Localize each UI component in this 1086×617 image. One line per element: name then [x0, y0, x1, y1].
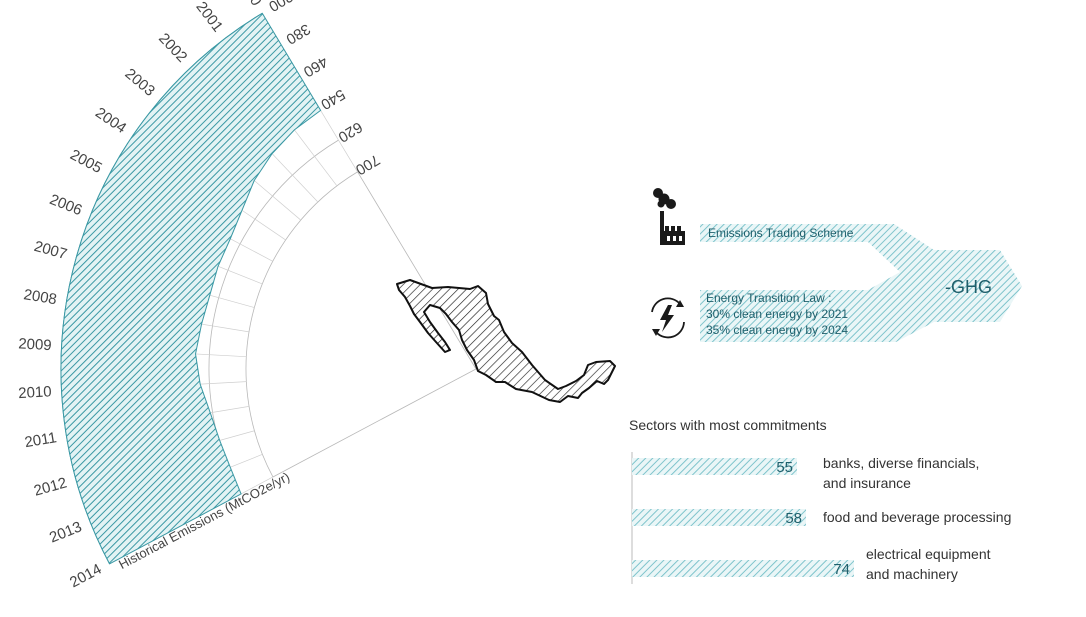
year-label: 2014	[67, 561, 104, 592]
radial-grid-arc	[245, 171, 358, 478]
emissions-area	[60, 12, 322, 565]
sectors-bar-chart: Sectors with most commitments 55 banks, d…	[629, 417, 1011, 584]
bar-value-label: 74	[833, 561, 850, 578]
radial-tick-label: 700	[352, 151, 382, 178]
year-label: 2004	[92, 104, 129, 137]
energy-transition-label-2: 30% clean energy by 2021	[706, 307, 848, 321]
bar-category-label: food and beverage processing	[823, 509, 1011, 525]
year-label: 2003	[122, 65, 158, 100]
energy-transition-label-3: 35% clean energy by 2024	[706, 323, 848, 337]
sectors-chart-title: Sectors with most commitments	[629, 417, 827, 433]
mexico-map-icon	[396, 279, 616, 403]
year-label: 2011	[23, 429, 58, 451]
year-label: 2010	[18, 383, 52, 402]
policy-flow: Emissions Trading Scheme Energy Transiti…	[651, 188, 1022, 342]
year-label: 2012	[32, 474, 69, 499]
radial-wedge-edge	[357, 171, 477, 370]
radial-tick-label: 300	[266, 0, 296, 15]
year-label: 2002	[155, 30, 190, 66]
energy-cycle-icon	[651, 297, 685, 339]
ghg-reduction-label: -GHG	[945, 277, 992, 297]
bar	[632, 560, 854, 577]
year-label: 2009	[18, 335, 52, 354]
radial-tick-label: 380	[283, 20, 313, 47]
bar-category-label: and insurance	[823, 475, 911, 491]
bar	[632, 458, 797, 475]
year-label: 2001	[192, 0, 226, 35]
energy-transition-label-1: Energy Transition Law :	[706, 291, 831, 305]
bar-marks: 55 banks, diverse financials, and insuranc…	[632, 455, 1011, 582]
emissions-trading-label: Emissions Trading Scheme	[708, 226, 854, 240]
bar-category-label: electrical equipment	[866, 546, 991, 562]
year-label: 2005	[67, 146, 104, 177]
radial-wedge-edge	[272, 368, 477, 478]
year-label: 2000	[233, 0, 265, 9]
bar-category-label: and machinery	[866, 566, 958, 582]
factory-icon	[653, 188, 685, 245]
bar-value-label: 58	[785, 510, 802, 527]
radial-tick-label: 460	[300, 53, 330, 80]
year-label: 2006	[47, 191, 84, 219]
ghg-flow-arrow	[700, 224, 1022, 342]
year-label: 2008	[22, 286, 58, 308]
bar-value-label: 55	[776, 459, 793, 476]
bar-category-label: banks, diverse financials,	[823, 455, 979, 471]
year-label: 2007	[32, 238, 69, 263]
radial-tick-label: 540	[318, 85, 348, 112]
year-label: 2013	[47, 518, 84, 546]
bar	[632, 509, 806, 526]
